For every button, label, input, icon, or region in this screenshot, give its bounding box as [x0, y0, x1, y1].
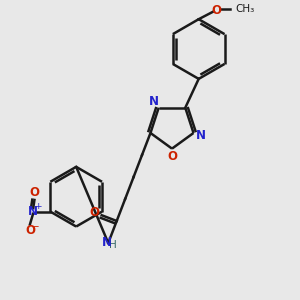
Text: N: N [28, 205, 38, 218]
Text: O: O [167, 150, 177, 163]
Text: −: − [31, 222, 40, 232]
Text: +: + [34, 202, 41, 211]
Text: O: O [25, 224, 35, 237]
Text: H: H [109, 240, 117, 250]
Text: CH₃: CH₃ [236, 4, 255, 14]
Text: N: N [102, 236, 112, 249]
Text: O: O [30, 186, 40, 199]
Text: O: O [89, 206, 99, 219]
Text: N: N [149, 95, 159, 108]
Text: O: O [211, 4, 221, 17]
Text: N: N [196, 129, 206, 142]
